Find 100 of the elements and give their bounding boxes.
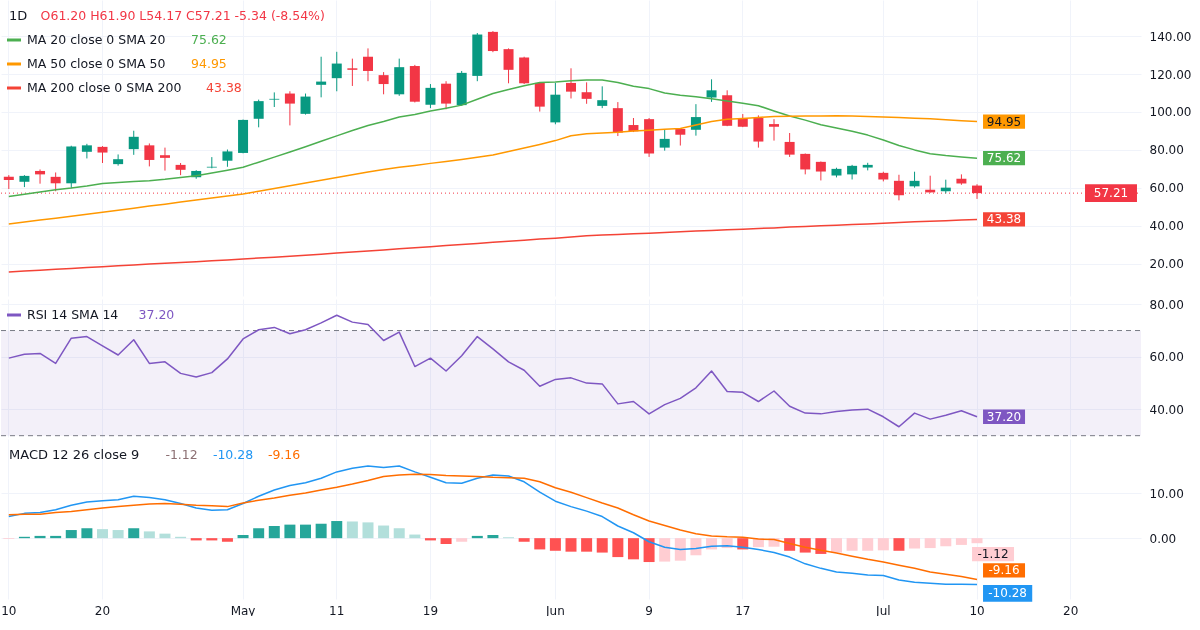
bar: [534, 538, 546, 550]
bar: [877, 538, 889, 551]
data-label: 37.20: [986, 409, 1022, 424]
y-tick-label: 60.00: [1149, 181, 1184, 196]
line-series: [8, 114, 978, 225]
y-tick-label: 100.00: [1149, 105, 1192, 120]
line-series: [8, 79, 978, 198]
bar: [565, 538, 577, 552]
candlestick: [331, 51, 342, 92]
bar: [331, 521, 343, 539]
bar: [612, 538, 624, 558]
legend-label: MA 50 close 0 SMA 50: [27, 56, 166, 71]
bar: [456, 538, 468, 542]
y-tick-label: 80.00: [1149, 143, 1184, 158]
line-series: [8, 218, 978, 273]
text: 75.62: [191, 32, 227, 47]
text: -1.12: [165, 447, 198, 462]
candlestick: [815, 160, 826, 181]
legend-label: MA 200 close 0 SMA 200: [27, 80, 182, 95]
y-tick-label: 140.00: [1149, 29, 1192, 44]
candlestick: [128, 130, 139, 156]
bar: [300, 524, 312, 539]
candlestick: [690, 103, 701, 137]
bar: [143, 531, 155, 539]
bar: [393, 528, 405, 539]
bar: [596, 538, 608, 553]
candlestick: [425, 83, 436, 109]
candlestick: [81, 143, 92, 159]
candlestick: [441, 80, 452, 110]
candlestick: [362, 47, 373, 82]
candlestick: [206, 156, 217, 169]
candlestick: [581, 81, 592, 105]
bar: [909, 538, 921, 549]
bar: [830, 538, 842, 553]
candlestick: [253, 99, 264, 128]
candlestick: [113, 153, 124, 167]
data-label: -10.28: [988, 586, 1027, 601]
text: 94.95: [191, 56, 227, 71]
bar: [346, 521, 358, 539]
text: O61.20 H61.90 L54.17 C57.21 -5.34 (-8.54%): [40, 8, 325, 23]
bar: [971, 538, 983, 544]
x-tick-label: 20: [94, 603, 111, 618]
text: -9.16: [267, 447, 301, 462]
text: MACD 12 26 close 9: [9, 447, 140, 462]
candlestick: [534, 82, 545, 113]
bar: [659, 538, 671, 562]
y-tick-label: 60.00: [1149, 350, 1184, 365]
bar: [237, 535, 249, 539]
bar: [862, 538, 874, 551]
y-tick-label: 40.00: [1149, 219, 1184, 234]
bar: [690, 538, 702, 556]
bar: [643, 538, 655, 563]
data-label: -1.12: [977, 547, 1009, 562]
x-tick-label: 17: [735, 603, 751, 618]
data-label: -9.16: [988, 563, 1020, 578]
candlestick: [159, 147, 170, 172]
bar: [315, 523, 327, 539]
candlestick: [300, 93, 311, 116]
bar: [627, 538, 639, 560]
candlestick: [659, 129, 670, 152]
x-tick-label: 20: [1063, 603, 1079, 618]
candlestick: [706, 78, 717, 103]
y-tick-label: 10.00: [1149, 486, 1184, 501]
bar: [955, 538, 967, 545]
y-tick-label: 20.00: [1149, 257, 1184, 272]
candlestick: [753, 114, 764, 149]
data-label: 75.62: [986, 151, 1022, 166]
candlestick: [378, 71, 389, 95]
bar: [65, 530, 77, 539]
bar: [549, 538, 561, 551]
bar: [112, 530, 124, 539]
x-tick-label: 9: [645, 603, 653, 618]
x-tick-label: Jul: [875, 603, 891, 618]
bar: [674, 538, 686, 561]
y-tick-label: 40.00: [1149, 402, 1184, 417]
bar: [924, 538, 936, 549]
bar: [518, 538, 530, 542]
candlestick: [316, 56, 327, 98]
y-tick-label: 120.00: [1149, 67, 1192, 82]
x-tick-label: 10: [969, 603, 985, 618]
candlestick: [284, 90, 295, 126]
text: 43.38: [206, 80, 242, 95]
y-tick-label: 80.00: [1149, 297, 1184, 312]
bar: [581, 538, 593, 552]
bar: [81, 528, 93, 539]
data-label: 94.95: [986, 114, 1022, 129]
x-tick-label: 11: [329, 603, 345, 618]
bar: [846, 538, 858, 551]
candlestick: [503, 47, 514, 84]
candlestick: [347, 58, 358, 87]
candlestick: [487, 30, 498, 53]
bar: [487, 535, 499, 539]
candlestick: [269, 91, 280, 108]
y-tick-label: 0.00: [1149, 531, 1177, 546]
bar: [221, 538, 233, 542]
candlestick: [784, 132, 795, 158]
data-label: 43.38: [986, 212, 1022, 227]
bar: [268, 525, 280, 539]
candlestick: [144, 142, 155, 167]
bar: [284, 524, 296, 539]
